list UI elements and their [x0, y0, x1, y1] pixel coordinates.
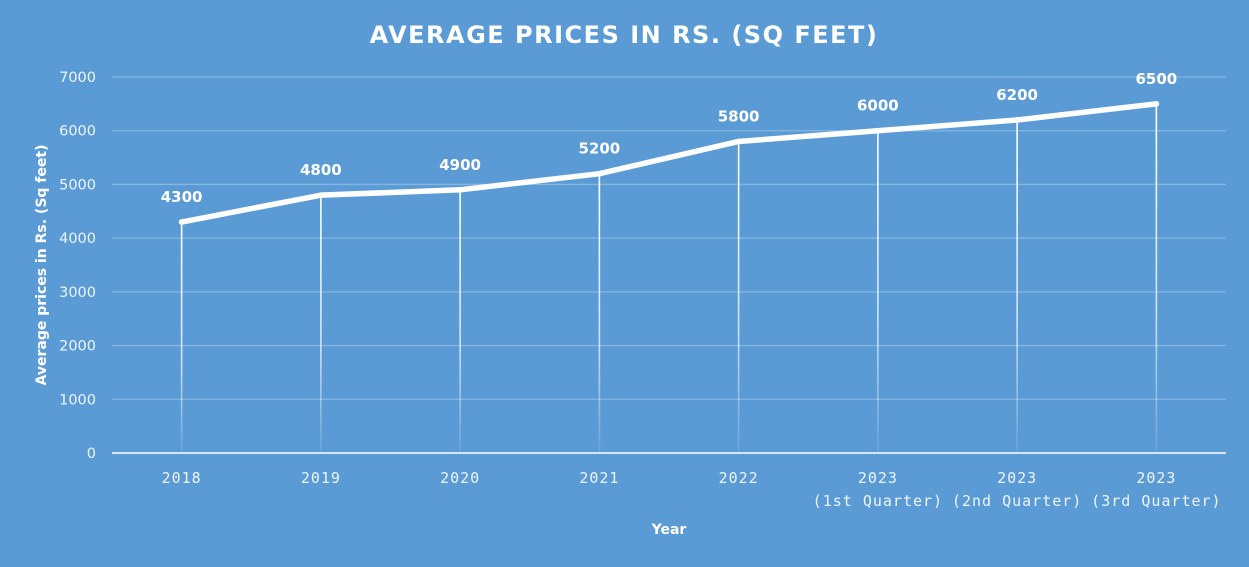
data-label: 6500	[1136, 70, 1178, 88]
x-tick-label: 2021	[579, 469, 619, 487]
x-tick-label-line: 2019	[301, 469, 341, 487]
y-axis-tick-labels: 0 1000 2000 3000 4000 5000 6000 7000	[59, 70, 96, 462]
data-label: 6200	[996, 86, 1038, 104]
data-point	[735, 138, 742, 145]
drop-line	[180, 222, 183, 453]
x-axis-title: Year	[651, 522, 687, 538]
data-point	[178, 219, 185, 225]
data-point	[457, 187, 463, 193]
x-tick-label: 2018	[162, 469, 202, 487]
x-tick-label-line: 2023	[858, 469, 898, 487]
y-axis-title: Average prices in Rs. (Sq feet)	[34, 145, 50, 386]
x-tick-label-line: 2023	[1136, 469, 1176, 487]
y-tick-label: 7000	[59, 70, 96, 86]
x-tick-label-line: 2023	[997, 469, 1037, 487]
data-label: 4800	[300, 161, 342, 179]
x-tick-label-line: (3rd Quarter)	[1091, 492, 1221, 510]
data-labels: 4300 4800 4900 5200 5800 6000 6200 6500	[161, 70, 1178, 206]
series-line-group	[178, 101, 1160, 225]
data-label: 4900	[439, 156, 481, 174]
x-tick-label-line: (1st Quarter)	[813, 492, 943, 510]
data-point	[1014, 117, 1020, 123]
data-point	[596, 170, 603, 177]
data-point	[318, 192, 324, 198]
drop-line	[1155, 103, 1158, 453]
data-label: 4300	[161, 188, 203, 206]
gridlines	[112, 76, 1226, 400]
x-axis-tick-labels: 2018 2019 2020 2021 2022 2023 (1st Quarter)202…	[162, 469, 1221, 510]
chart-title: AVERAGE PRICES IN RS. (SQ FEET)	[370, 21, 879, 49]
y-tick-label: 0	[87, 446, 96, 462]
x-tick-label: 2023 (1st Quarter)	[813, 469, 943, 510]
drop-line	[737, 141, 740, 453]
x-tick-label-line: 2021	[579, 469, 619, 487]
data-point	[875, 127, 881, 134]
drop-line	[877, 130, 879, 453]
drop-line	[1016, 119, 1018, 453]
y-tick-label: 5000	[59, 177, 96, 193]
x-tick-label: 2020	[440, 469, 480, 487]
x-tick-label-line: (2nd Quarter)	[952, 492, 1082, 510]
drop-line	[598, 173, 601, 453]
drop-line	[459, 189, 461, 454]
drop-line	[320, 195, 322, 453]
x-tick-label-line: 2018	[162, 469, 202, 487]
y-tick-label: 1000	[59, 392, 96, 408]
x-tick-label-line: 2022	[719, 469, 759, 487]
data-label: 5200	[579, 140, 621, 158]
y-tick-label: 2000	[59, 339, 96, 355]
y-tick-label: 3000	[59, 285, 96, 301]
x-tick-label: 2019	[301, 469, 341, 487]
y-tick-label: 4000	[59, 231, 96, 247]
series-line	[178, 101, 1160, 225]
data-point	[1153, 101, 1160, 107]
y-tick-label: 6000	[59, 124, 96, 140]
x-tick-label: 2022	[719, 469, 759, 487]
x-tick-label: 2023 (2nd Quarter)	[952, 469, 1082, 510]
x-tick-label: 2023 (3rd Quarter)	[1091, 469, 1221, 510]
drop-lines	[180, 103, 1158, 454]
x-tick-label-line: 2020	[440, 469, 480, 487]
data-label: 5800	[718, 107, 760, 125]
data-label: 6000	[857, 97, 899, 115]
